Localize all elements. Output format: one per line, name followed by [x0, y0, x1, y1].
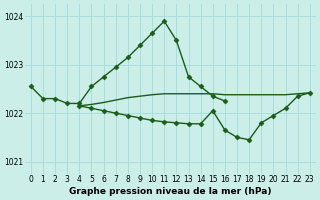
X-axis label: Graphe pression niveau de la mer (hPa): Graphe pression niveau de la mer (hPa)	[69, 187, 272, 196]
